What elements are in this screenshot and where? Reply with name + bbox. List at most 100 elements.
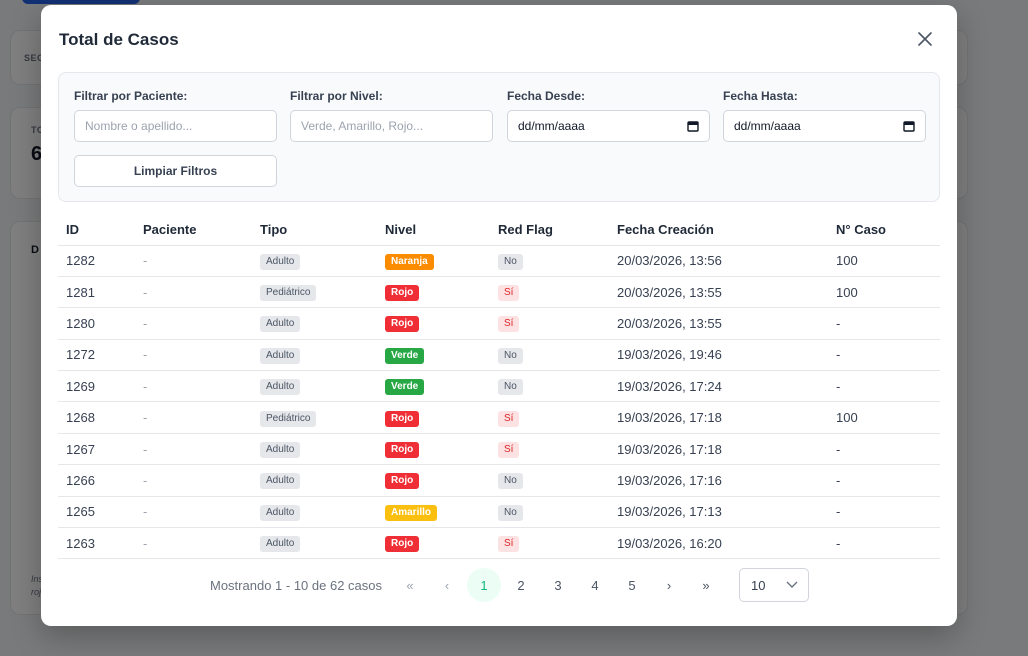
page-button-2[interactable]: 2 (517, 577, 525, 593)
cell-created-date: 19/03/2026, 17:16 (609, 464, 828, 497)
pagination-info: Mostrando 1 - 10 de 62 casos (210, 577, 382, 593)
page-button-5[interactable]: 5 (628, 577, 636, 593)
next-page-button[interactable]: › (652, 568, 686, 602)
cell-level: Naranja (377, 245, 490, 277)
cell-id: 1282 (58, 245, 135, 277)
cell-patient: - (135, 464, 252, 497)
column-header-case-number[interactable]: N° Caso (828, 216, 940, 246)
level-badge: Rojo (385, 442, 420, 459)
level-filter-input[interactable]: Verde, Amarillo, Rojo... (290, 110, 493, 142)
red-flag-badge: Sí (498, 285, 520, 302)
level-badge: Rojo (385, 536, 420, 553)
cell-level: Rojo (377, 307, 490, 340)
cell-type: Adulto (252, 339, 377, 372)
column-header-id[interactable]: ID (58, 216, 135, 246)
prev-page-button[interactable]: ‹ (430, 568, 464, 602)
type-badge: Adulto (260, 536, 301, 553)
cell-red-flag: Sí (490, 401, 609, 434)
date-from-value: dd/mm/aaaa (518, 119, 585, 133)
cell-level: Rojo (377, 401, 490, 434)
cell-patient: - (135, 307, 252, 340)
calendar-icon[interactable] (687, 120, 699, 132)
chevron-down-icon (786, 581, 798, 588)
red-flag-badge: Sí (498, 410, 520, 427)
column-header-created-date[interactable]: Fecha Creación (609, 216, 828, 246)
type-badge: Adulto (260, 347, 301, 364)
page-size-select[interactable]: 10 (739, 568, 809, 602)
red-flag-badge: Sí (498, 536, 520, 553)
date-to-input[interactable]: dd/mm/aaaa (723, 110, 926, 142)
cell-id: 1281 (58, 276, 135, 309)
cell-red-flag: No (490, 339, 609, 372)
level-badge: Verde (385, 347, 425, 364)
modal-title: Total de Casos (59, 30, 179, 49)
column-header-red-flag[interactable]: Red Flag (490, 216, 609, 246)
cell-type: Adulto (252, 496, 377, 529)
cell-type: Pediátrico (252, 276, 377, 309)
cell-id: 1267 (58, 433, 135, 466)
cell-level: Rojo (377, 276, 490, 309)
table-row[interactable]: 1282- Adulto Naranja No 20/03/2026, 13:56 100 (58, 245, 940, 277)
level-filter-placeholder: Verde, Amarillo, Rojo... (301, 119, 424, 133)
date-from-input[interactable]: dd/mm/aaaa (507, 110, 710, 142)
cell-patient: - (135, 245, 252, 277)
table-row[interactable]: 1281- Pediátrico Rojo Sí 20/03/2026, 13:55 10… (58, 276, 940, 309)
table-row[interactable]: 1266- Adulto Rojo No 19/03/2026, 17:16- (58, 464, 940, 497)
column-header-level[interactable]: Nivel (377, 216, 490, 246)
level-filter: Filtrar por Nivel: Verde, Amarillo, Rojo… (290, 89, 493, 142)
date-to-value: dd/mm/aaaa (734, 119, 801, 133)
table-row[interactable]: 1269- Adulto Verde No 19/03/2026, 17:24- (58, 370, 940, 403)
page-button-4[interactable]: 4 (591, 577, 599, 593)
table-row[interactable]: 1265- Adulto Amarillo No 19/03/2026, 17:13- (58, 496, 940, 529)
cell-case-number: - (828, 307, 940, 340)
patient-filter-label: Filtrar por Paciente: (74, 89, 188, 103)
cell-level: Rojo (377, 433, 490, 466)
level-badge: Amarillo (385, 504, 438, 521)
cell-red-flag: No (490, 370, 609, 403)
table-row[interactable]: 1280- Adulto Rojo Sí 20/03/2026, 13:55- (58, 307, 940, 340)
cell-type: Adulto (252, 245, 377, 277)
type-badge: Adulto (260, 379, 301, 396)
calendar-icon[interactable] (903, 120, 915, 132)
cell-case-number: - (828, 339, 940, 372)
page-button-3[interactable]: 3 (554, 577, 562, 593)
cell-created-date: 20/03/2026, 13:55 (609, 307, 828, 340)
cell-patient: - (135, 370, 252, 403)
column-header-patient[interactable]: Paciente (135, 216, 252, 246)
table-body: 1282- Adulto Naranja No 20/03/2026, 13:56 100… (58, 245, 940, 560)
cell-case-number: 100 (828, 401, 940, 434)
type-badge: Pediátrico (260, 285, 317, 302)
red-flag-badge: No (498, 347, 523, 364)
column-header-type[interactable]: Tipo (252, 216, 377, 246)
cell-created-date: 19/03/2026, 17:18 (609, 401, 828, 434)
cell-id: 1266 (58, 464, 135, 497)
table-row[interactable]: 1272- Adulto Verde No 19/03/2026, 19:46- (58, 339, 940, 372)
cell-red-flag: Sí (490, 433, 609, 466)
cell-level: Amarillo (377, 496, 490, 529)
cell-level: Rojo (377, 464, 490, 497)
red-flag-badge: No (498, 379, 523, 396)
cell-patient: - (135, 401, 252, 434)
table-row[interactable]: 1263- Adulto Rojo Sí 19/03/2026, 16:20- (58, 527, 940, 560)
red-flag-badge: No (498, 504, 523, 521)
cell-level: Verde (377, 339, 490, 372)
clear-filters-button[interactable]: Limpiar Filtros (74, 155, 277, 187)
cell-type: Adulto (252, 433, 377, 466)
table-row[interactable]: 1267- Adulto Rojo Sí 19/03/2026, 17:18- (58, 433, 940, 466)
close-button[interactable] (915, 29, 935, 49)
double-chevron-right-icon: » (702, 577, 710, 593)
first-page-button[interactable]: « (393, 568, 427, 602)
table-row[interactable]: 1268- Pediátrico Rojo Sí 19/03/2026, 17:18 10… (58, 401, 940, 434)
cell-type: Adulto (252, 464, 377, 497)
last-page-button[interactable]: » (689, 568, 723, 602)
level-badge: Rojo (385, 285, 420, 302)
cell-id: 1280 (58, 307, 135, 340)
cell-red-flag: Sí (490, 307, 609, 340)
level-badge: Rojo (385, 410, 420, 427)
patient-filter: Filtrar por Paciente: Nombre o apellido.… (74, 89, 277, 142)
cell-created-date: 20/03/2026, 13:56 (609, 245, 828, 277)
level-badge: Rojo (385, 316, 420, 333)
cell-patient: - (135, 496, 252, 529)
patient-filter-input[interactable]: Nombre o apellido... (74, 110, 277, 142)
page-button-1[interactable]: 1 (467, 568, 501, 602)
